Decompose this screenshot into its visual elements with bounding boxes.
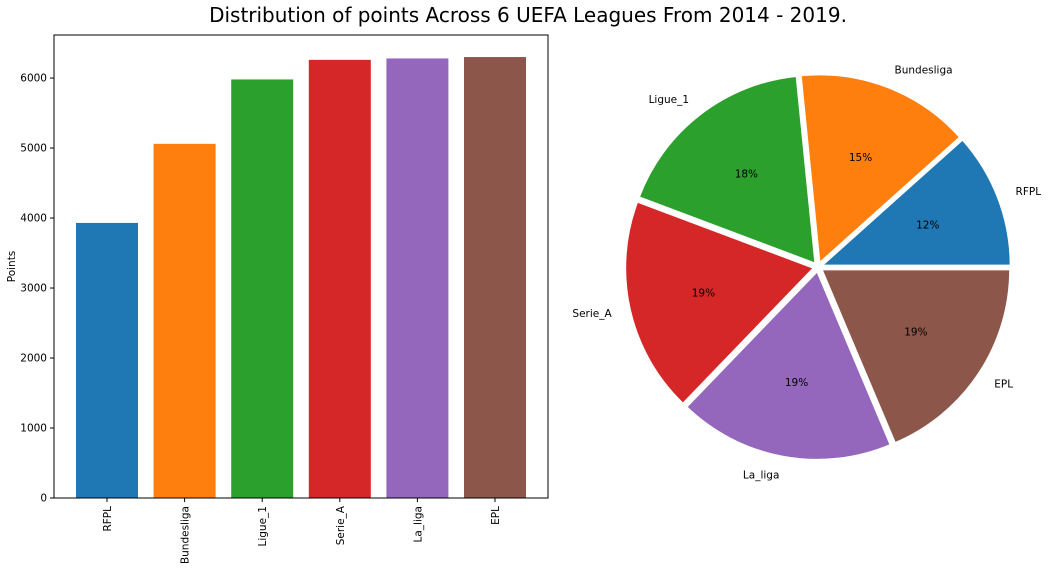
pie-label-la-liga: La_liga <box>743 469 779 481</box>
bar-rfpl <box>76 222 138 499</box>
pie-label-epl: EPL <box>994 378 1013 390</box>
pie-slice-serie-a <box>624 200 815 405</box>
pie-chart-marks: 12% RFPL 15% Bundesliga 18% Ligue_1 19% Serie_A… <box>572 64 1041 481</box>
pie-percent-label-serie-a: 19% <box>692 287 715 299</box>
y-tick-label-0: 0 <box>40 493 47 505</box>
y-tick-label-1000: 1000 <box>20 423 47 435</box>
x-tick-label-bundesliga: Bundesliga <box>180 506 192 564</box>
pie-percent-label-bundesliga: 15% <box>849 152 872 164</box>
y-tick-label-3000: 3000 <box>20 283 47 295</box>
bar-chart-axes-frame <box>53 34 549 499</box>
bar-ligue-1 <box>231 79 294 499</box>
x-tick-label-epl: EPL <box>490 506 502 525</box>
bar-serie-a <box>308 59 371 498</box>
pie-percent-label-epl: 19% <box>904 326 927 338</box>
bar-bundesliga <box>153 143 216 498</box>
pie-slice-bundesliga <box>800 73 961 265</box>
pie-slice-epl <box>820 268 1011 444</box>
pie-percent-label-ligue-1: 18% <box>735 168 758 180</box>
x-tick-label-serie-a: Serie_A <box>335 505 347 545</box>
y-tick-label-6000: 6000 <box>20 73 47 85</box>
pie-label-rfpl: RFPL <box>1016 186 1042 198</box>
bar-y-axis-label: Points <box>6 251 18 283</box>
x-tick-label-la-liga: La_liga <box>412 506 424 542</box>
x-tick-label-rfpl: RFPL <box>102 506 114 532</box>
pie-label-ligue-1: Ligue_1 <box>649 94 689 106</box>
pie-slice-ligue-1 <box>638 75 817 265</box>
y-tick-label-2000: 2000 <box>20 353 47 365</box>
y-tick-label-4000: 4000 <box>20 213 47 225</box>
x-tick-label-ligue-1: Ligue_1 <box>257 506 269 546</box>
pie-label-serie-a: Serie_A <box>572 308 612 320</box>
bar-chart-marks: RFPL Bundesliga Ligue_1 Serie_A La_liga EPL 0 1… <box>20 57 526 564</box>
pie-label-bundesliga: Bundesliga <box>895 64 953 76</box>
figure-title: Distribution of points Across 6 UEFA Lea… <box>209 3 847 27</box>
pie-percent-label-la-liga: 19% <box>785 377 808 389</box>
pie-slice-la-liga <box>685 270 892 461</box>
bar-la-liga <box>386 58 449 498</box>
y-tick-label-5000: 5000 <box>20 143 47 155</box>
pie-slice-rfpl <box>820 138 1012 267</box>
pie-percent-label-rfpl: 12% <box>916 220 939 232</box>
bar-epl <box>464 57 526 499</box>
